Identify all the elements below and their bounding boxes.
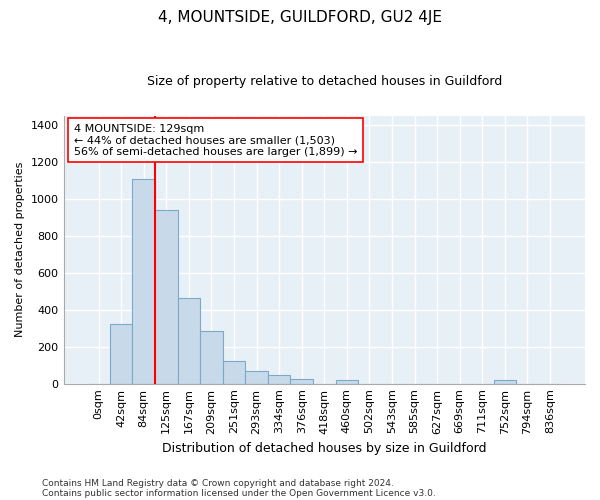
Bar [245, 370, 268, 384]
Title: Size of property relative to detached houses in Guildford: Size of property relative to detached ho… [146, 75, 502, 88]
Text: 4 MOUNTSIDE: 129sqm
← 44% of detached houses are smaller (1,503)
56% of semi-det: 4 MOUNTSIDE: 129sqm ← 44% of detached ho… [74, 124, 358, 157]
Bar [494, 380, 516, 384]
Bar [155, 210, 178, 384]
Text: 4, MOUNTSIDE, GUILDFORD, GU2 4JE: 4, MOUNTSIDE, GUILDFORD, GU2 4JE [158, 10, 442, 25]
Bar [178, 298, 200, 384]
Bar [268, 376, 290, 384]
Bar [200, 332, 223, 384]
Bar [335, 380, 358, 384]
Bar [290, 379, 313, 384]
Text: Contains public sector information licensed under the Open Government Licence v3: Contains public sector information licen… [42, 488, 436, 498]
Bar [133, 179, 155, 384]
Y-axis label: Number of detached properties: Number of detached properties [15, 162, 25, 338]
Bar [223, 362, 245, 384]
Bar [110, 324, 133, 384]
Text: Contains HM Land Registry data © Crown copyright and database right 2024.: Contains HM Land Registry data © Crown c… [42, 478, 394, 488]
X-axis label: Distribution of detached houses by size in Guildford: Distribution of detached houses by size … [162, 442, 487, 455]
